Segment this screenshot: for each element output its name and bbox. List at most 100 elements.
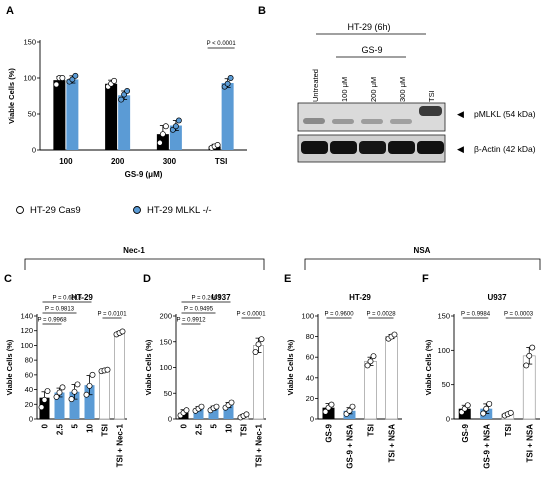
x-tick-label: TSI + NSA [388,424,397,463]
p-value-label: P = 0.0003 [504,312,534,318]
x-tick-label: TSI + NSA [525,424,534,463]
data-point [111,77,118,84]
y-axis-label: Viable Cells (%) [144,339,153,395]
y-tick-label: 20 [25,400,33,409]
x-tick-label: 5 [71,423,80,428]
y-tick-label: 40 [306,373,314,382]
y-tick-label: 0 [310,415,314,424]
bar [69,391,80,419]
data-point [322,408,329,415]
blot-band-pmlkl-tsi [419,106,442,116]
y-tick-label: 20 [306,394,314,403]
data-point [44,388,51,394]
y-tick-label: 50 [28,110,36,119]
p-value-label: P = 0.0028 [366,312,396,318]
panel-label-b: B [258,5,266,17]
y-tick-label: 0 [168,415,172,424]
y-tick-label: 140 [20,312,33,321]
data-point [118,96,125,103]
data-point [480,410,487,417]
bar [53,80,66,150]
group-header-nsa: NSA [304,246,541,270]
blot-label-actin: β-Actin (42 kDa) [474,144,536,154]
bar [253,345,264,420]
group-bracket-nsa [304,258,541,270]
chart-panel-f: 0 50 100 150 Viable Cells (%) U937 GS-9 GS-9 + … [424,293,540,469]
x-tick-label: 2.5 [56,423,65,435]
blot-band-actin-300 [388,141,415,154]
bar [364,360,377,420]
p-value-label: P = 0.0101 [97,312,127,318]
legend-panel-a: HT-29 Cas9 HT-29 MLKL -/- [16,205,212,216]
data-point [53,393,60,400]
y-tick-label: 80 [306,332,314,341]
data-point [38,404,45,411]
panel-label-e: E [284,273,291,285]
y-tick-label: 0 [32,146,36,155]
bar [343,410,356,419]
data-point [59,75,66,81]
bar [66,79,79,150]
p-value-label: P = 0.9495 [184,307,214,313]
legend-label-cas9: HT-29 Cas9 [30,205,81,216]
x-tick-label: TSI [367,424,376,436]
blot-band-pmlkl-300 [390,119,412,124]
x-tick-label: 10 [225,423,234,432]
p-value-label: P = 0.9984 [461,312,491,318]
data-point [213,403,220,410]
chart-title: U937 [211,293,231,302]
data-point [526,352,533,359]
data-point [71,388,78,395]
data-point [228,399,235,406]
x-tick-label: TSI [504,424,513,436]
blot-band-actin-100 [330,141,357,154]
data-point [370,353,377,360]
data-point [486,400,493,407]
y-tick-label: 100 [20,341,33,350]
p-value-label: P = 0.9968 [37,318,67,324]
data-point [349,403,356,410]
p-value-label: P < 0.0001 [236,312,266,318]
y-tick-label: 100 [437,346,450,355]
blot-lane-100: 100 μM [340,77,349,102]
chart-panel-e: 0 20 40 60 80 100 Viable Cells (%) HT-29 GS-9 GS-… [286,293,402,469]
chart-title: HT-29 [349,293,371,302]
bar [118,95,131,150]
data-point [391,331,398,338]
blot-lane-200: 200 μM [369,77,378,102]
blot-lane-tsi: TSI [427,90,436,102]
blot-gs9-label: GS-9 [361,45,382,55]
y-tick-label: 60 [306,353,314,362]
x-tick-label: GS-9 [461,423,470,442]
y-tick-label: 120 [20,326,33,335]
blot-title: HT-29 (6h) [347,22,390,32]
y-tick-label: 0 [29,415,33,424]
blot-arrow-actin: ◀ [457,144,464,154]
blot-lane-untreated: Untreated [311,69,320,102]
x-tick-label: 200 [111,157,125,166]
legend-marker-cas9 [16,206,24,214]
data-point [74,381,81,388]
bar [322,407,335,419]
x-tick-label: 5 [210,423,219,428]
y-axis-label: Viable Cells (%) [7,68,16,124]
data-point [227,75,234,81]
panel-label-a: A [6,5,14,17]
data-point [41,396,48,403]
bar [54,392,65,419]
x-tick-label: GS-9 + NSA [346,424,355,469]
data-point [367,358,374,365]
data-point [124,88,131,94]
blot-label-pmlkl: pMLKL (54 kDa) [474,109,536,119]
bar [221,83,234,150]
group-header-nec1-label: Nec-1 [123,246,145,255]
p-value-label: P < 0.0001 [207,41,237,47]
data-point [172,123,179,130]
p-value-label: P = 0.6813 [52,296,82,302]
bar [105,83,118,150]
group-header-nsa-label: NSA [414,246,431,255]
y-tick-label: 50 [442,380,450,389]
blot-band-actin-200 [359,141,386,154]
data-point [175,117,182,124]
panel-label-c: C [4,273,12,285]
